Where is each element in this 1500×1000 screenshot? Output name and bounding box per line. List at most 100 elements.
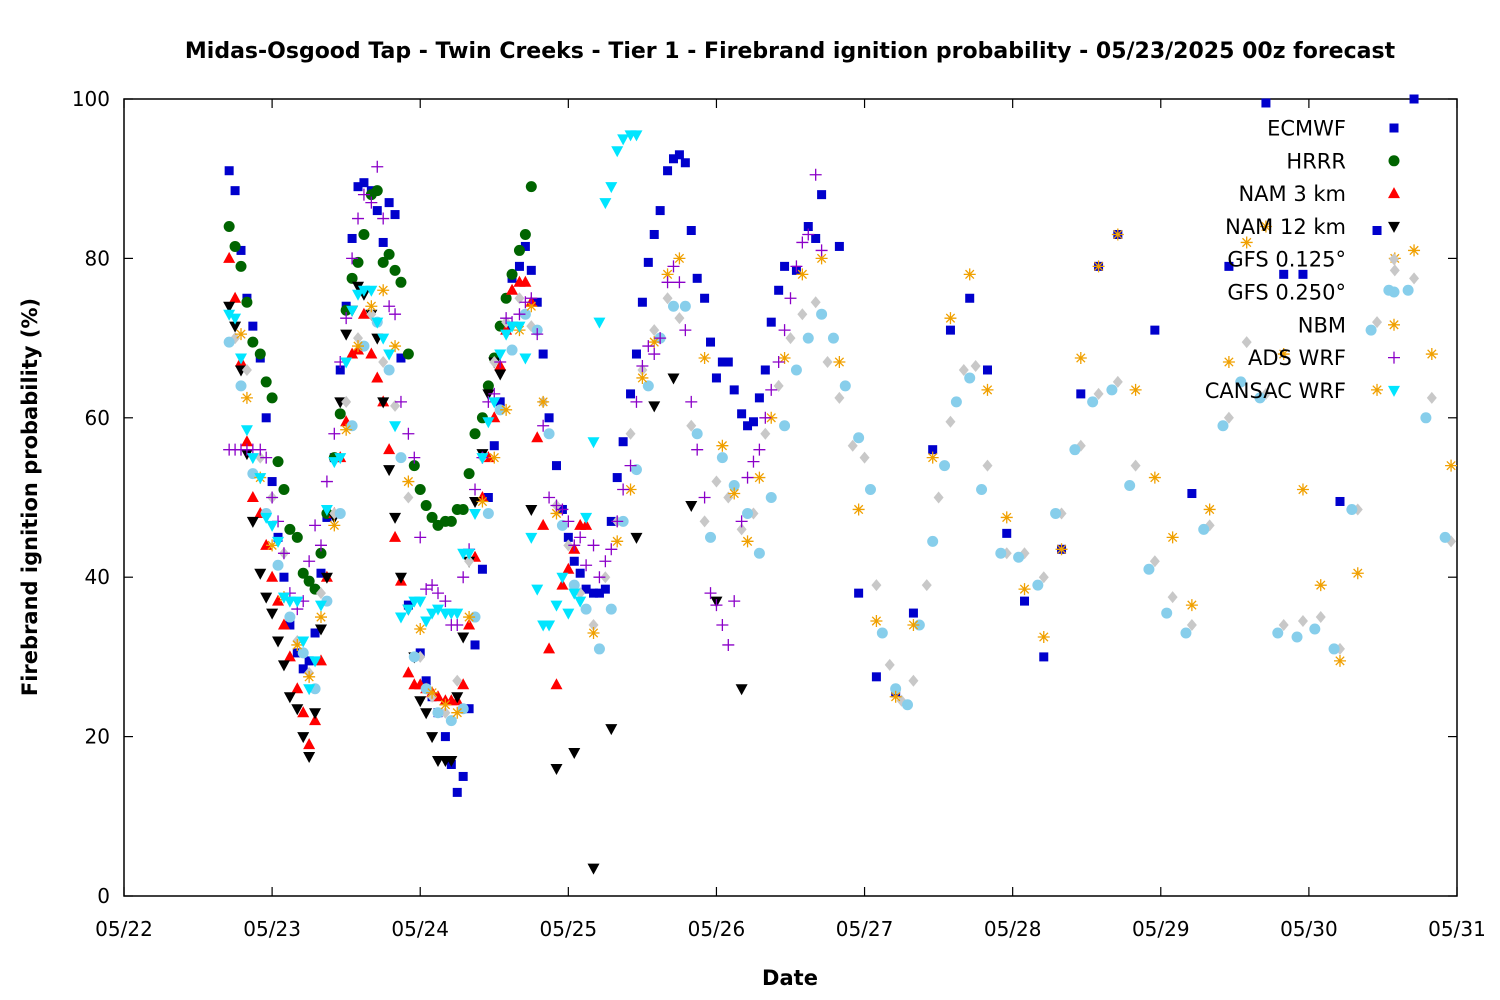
data-point	[439, 698, 452, 711]
data-point	[902, 699, 914, 711]
data-point	[593, 643, 605, 655]
data-point	[1408, 244, 1421, 257]
data-point	[494, 349, 507, 361]
data-point	[717, 357, 727, 367]
data-point	[297, 636, 310, 648]
data-point	[378, 237, 388, 247]
data-point	[728, 595, 741, 608]
data-point	[352, 256, 364, 268]
series-hrrr	[223, 181, 537, 595]
data-point	[674, 312, 685, 325]
data-point	[716, 452, 728, 464]
data-point	[700, 293, 710, 303]
data-point	[439, 595, 452, 608]
data-point	[414, 531, 427, 544]
data-point	[728, 487, 741, 500]
data-point	[691, 443, 704, 456]
data-point	[240, 435, 253, 447]
data-point	[648, 336, 661, 349]
data-point	[587, 539, 600, 552]
data-point	[1038, 571, 1049, 584]
data-point	[1296, 483, 1309, 496]
data-point	[309, 708, 322, 720]
data-point	[562, 562, 575, 574]
data-point	[229, 313, 242, 325]
data-point	[692, 273, 702, 283]
data-point	[636, 371, 649, 384]
data-point	[247, 468, 259, 480]
data-point	[314, 611, 327, 624]
data-point	[421, 676, 431, 686]
legend-marker	[1388, 318, 1400, 331]
data-point	[716, 439, 729, 452]
data-point	[1167, 591, 1178, 604]
data-point	[445, 715, 457, 727]
data-point	[668, 154, 678, 164]
data-point	[908, 674, 919, 687]
data-point	[1092, 260, 1105, 273]
data-point	[451, 706, 464, 719]
data-point	[315, 587, 326, 600]
data-point	[741, 535, 754, 548]
data-point	[1224, 261, 1234, 271]
data-point	[359, 178, 369, 188]
data-point	[928, 445, 938, 455]
data-point	[284, 523, 296, 535]
data-point	[1020, 596, 1030, 606]
data-point	[396, 353, 406, 363]
data-point	[526, 265, 536, 275]
data-point	[1198, 523, 1210, 535]
data-point	[790, 260, 803, 273]
data-point	[506, 344, 518, 356]
data-point	[711, 475, 722, 488]
data-point	[796, 236, 809, 249]
data-point	[673, 276, 686, 289]
data-point	[551, 461, 561, 471]
data-point	[1328, 643, 1340, 655]
data-point	[277, 618, 290, 630]
data-point	[241, 296, 253, 308]
data-point	[797, 308, 808, 321]
data-point	[772, 356, 785, 369]
data-point	[240, 391, 253, 404]
data-point	[939, 460, 951, 472]
data-point	[834, 391, 845, 404]
data-point	[710, 599, 723, 612]
data-point	[241, 363, 252, 376]
data-point	[1055, 543, 1068, 556]
data-point	[747, 455, 760, 468]
data-point	[958, 363, 969, 376]
data-point	[995, 547, 1007, 559]
data-point	[223, 309, 236, 321]
data-point	[476, 453, 489, 465]
data-point	[389, 340, 402, 353]
data-point	[254, 348, 266, 360]
data-point	[661, 268, 674, 281]
data-point	[1013, 551, 1025, 563]
data-point	[802, 228, 815, 241]
data-point	[704, 587, 717, 600]
data-point	[642, 340, 655, 353]
data-point	[235, 328, 248, 341]
data-point	[630, 130, 643, 142]
data-point	[463, 468, 475, 480]
data-point	[1222, 356, 1235, 369]
data-point	[291, 531, 303, 543]
legend-marker	[1388, 221, 1400, 233]
data-point	[445, 515, 457, 527]
data-point	[445, 756, 458, 768]
data-point	[365, 285, 378, 297]
data-point	[563, 532, 573, 542]
data-point	[618, 437, 628, 447]
legend-label: ADS WRF	[1248, 346, 1346, 370]
x-tick-label: 05/23	[243, 917, 301, 941]
data-point	[1439, 531, 1451, 543]
data-point	[371, 317, 384, 329]
data-point	[649, 324, 660, 337]
data-point	[927, 535, 939, 547]
data-point	[580, 518, 593, 530]
data-point	[766, 317, 776, 327]
data-point	[711, 373, 721, 383]
data-point	[741, 471, 754, 484]
data-point	[394, 572, 407, 584]
